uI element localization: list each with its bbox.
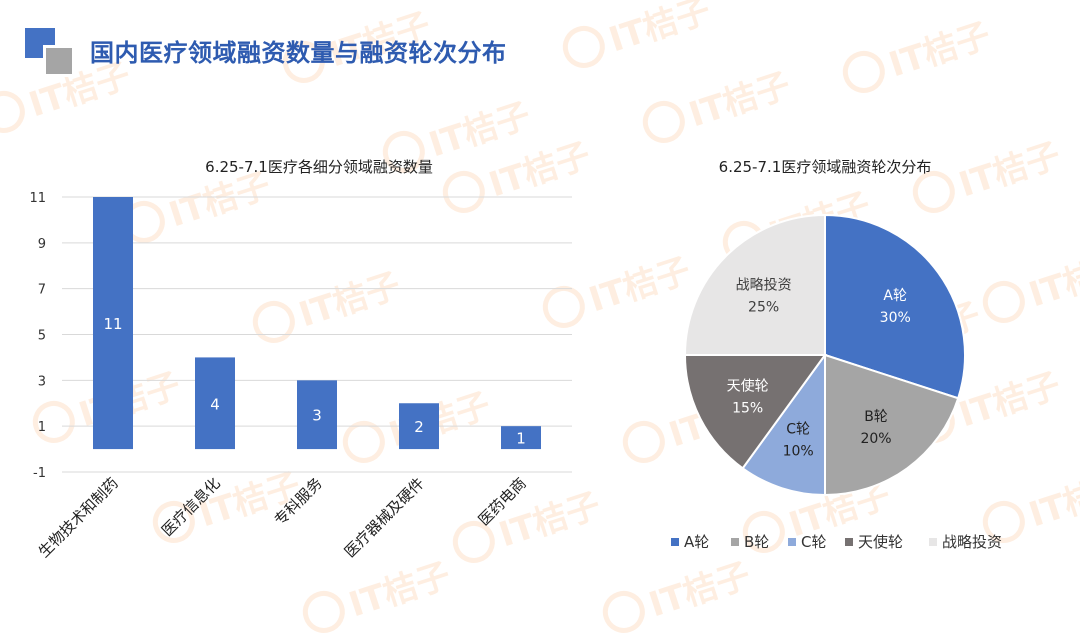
x-category-label: 医疗器械及硬件 — [341, 474, 428, 561]
bar — [501, 426, 541, 450]
pie-percent-label: 10% — [783, 444, 814, 460]
bar-data-label: 1 — [516, 430, 526, 448]
legend-swatch — [788, 538, 796, 546]
bar — [297, 380, 337, 450]
bar — [195, 357, 235, 450]
bar-data-label: 4 — [210, 395, 220, 413]
legend-swatch — [671, 538, 679, 546]
y-tick-label: 3 — [38, 374, 46, 389]
page-title: 国内医疗领域融资数量与融资轮次分布 — [90, 39, 507, 67]
legend-swatch — [845, 538, 853, 546]
pie-slice — [824, 353, 960, 497]
pie-slice — [824, 213, 966, 400]
pie-percent-label: 15% — [732, 400, 763, 416]
x-category-label: 医药电商 — [475, 474, 530, 529]
logo-square-gray — [43, 45, 75, 77]
pie-percent-label: 20% — [860, 431, 891, 447]
bar-data-label: 11 — [103, 315, 122, 333]
pie-percent-label: 30% — [880, 310, 911, 326]
legend-item: C轮 — [788, 533, 826, 551]
pie-slice — [683, 213, 826, 356]
pie-slice-label: 战略投资 — [736, 278, 792, 294]
legend-item: 战略投资 — [929, 533, 1002, 551]
legend-item: B轮 — [731, 533, 769, 551]
y-tick-label: 9 — [38, 237, 46, 252]
legend-item: A轮 — [671, 533, 709, 551]
y-tick-label: -1 — [33, 466, 46, 481]
pie-chart: 6.25-7.1医疗领域融资轮次分布 A轮 30% B轮 20% C轮 10% 天使轮 15% 战… — [671, 158, 1002, 551]
y-tick-label: 1 — [38, 420, 46, 435]
pie-slice-label: A轮 — [883, 288, 907, 304]
legend-label: A轮 — [684, 533, 709, 551]
pie-slice — [683, 354, 827, 470]
pie-slice — [741, 351, 826, 497]
bar — [399, 403, 439, 450]
bar-data-label: 3 — [312, 407, 322, 425]
x-category-label: 医疗信息化 — [158, 474, 224, 540]
x-category-label: 专科服务 — [271, 474, 326, 529]
charts-canvas: 6.25-7.1医疗各细分领域融资数量 11 9 7 5 3 1 -1 11 生物技术和制药 4 医疗… — [29, 158, 1002, 561]
legend-label: 天使轮 — [858, 533, 903, 551]
bar-chart: 6.25-7.1医疗各细分领域融资数量 11 9 7 5 3 1 -1 11 生物技术和制药 4 医疗… — [29, 158, 572, 561]
bar-data-label: 2 — [414, 418, 424, 436]
legend-swatch — [731, 538, 739, 546]
pie-slice-label: 天使轮 — [727, 377, 769, 394]
y-tick-label: 11 — [29, 191, 46, 206]
x-category-label: 生物技术和制药 — [35, 474, 122, 561]
pie-percent-label: 25% — [748, 300, 779, 316]
y-tick-label: 5 — [38, 329, 46, 344]
bar-chart-title: 6.25-7.1医疗各细分领域融资数量 — [205, 158, 433, 176]
legend-label: B轮 — [744, 533, 769, 551]
pie-chart-title: 6.25-7.1医疗领域融资轮次分布 — [719, 158, 932, 176]
legend-label: 战略投资 — [942, 533, 1002, 551]
pie-slice-label: C轮 — [786, 422, 810, 438]
legend-label: C轮 — [801, 533, 826, 551]
legend-swatch — [929, 538, 937, 546]
bar — [93, 197, 133, 450]
y-tick-label: 7 — [38, 283, 46, 298]
pie-slice-label: B轮 — [864, 409, 888, 425]
legend-item: 天使轮 — [845, 533, 903, 551]
